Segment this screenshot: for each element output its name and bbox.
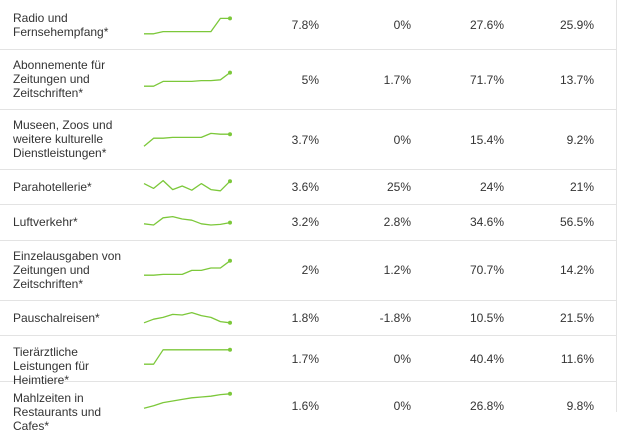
cell-value: 1.8% xyxy=(291,311,319,325)
cell-value: 56.5% xyxy=(559,215,594,229)
sparkline xyxy=(144,258,232,276)
cell-value: 7.8% xyxy=(291,18,319,32)
cell-value: 1.7% xyxy=(291,352,319,366)
table-row: Parahotellerie* 3.6% 25% 24% 21% xyxy=(0,170,616,205)
sparkline-endpoint xyxy=(228,347,232,352)
cell-value: 3.6% xyxy=(291,180,319,194)
sparkline-path xyxy=(144,349,230,365)
sparkline-endpoint xyxy=(228,391,232,396)
cell-value: 9.2% xyxy=(566,133,594,147)
table-row: Pauschalreisen* 1.8% -1.8% 10.5% 21.5% xyxy=(0,301,616,336)
cell-value: -1.8% xyxy=(379,311,411,325)
sparkline-path xyxy=(143,393,231,409)
cell-value: 70.7% xyxy=(469,263,504,277)
sparkline xyxy=(143,132,232,147)
cell-value: 3.7% xyxy=(291,133,319,147)
sparkline-endpoint xyxy=(228,320,232,325)
cell-value: 1.7% xyxy=(383,73,411,87)
cell-value: 9.8% xyxy=(566,399,594,413)
table-row: Luftverkehr* 3.2% 2.8% 34.6% 56.5% xyxy=(0,205,616,241)
cell-value: 3.2% xyxy=(291,215,319,229)
table-row: Tierärztliche Leistungen für Heimtiere* … xyxy=(0,336,616,387)
cell-value: 71.7% xyxy=(469,73,504,87)
sparkline-endpoint xyxy=(228,220,232,225)
cell-value: 40.4% xyxy=(469,352,504,366)
cell-value: 10.5% xyxy=(469,311,504,325)
sparkline xyxy=(144,70,232,87)
cell-value: 24% xyxy=(479,180,504,194)
cell-value: 11.6% xyxy=(560,352,594,366)
sparkline-path xyxy=(143,311,231,324)
cell-value: 34.6% xyxy=(469,215,504,229)
row-label: Abonnemente für Zeitungen und Zeitschrif… xyxy=(13,58,106,100)
cell-value: 13.7% xyxy=(559,73,594,87)
sparkline-path xyxy=(143,132,230,147)
sparkline xyxy=(143,311,232,325)
sparkline-path xyxy=(144,17,230,35)
sparkline-endpoint xyxy=(228,179,232,184)
table-row: Radio und Fernsehempfang* 7.8% 0% 27.6% … xyxy=(0,0,616,50)
row-label: Pauschalreisen* xyxy=(13,311,100,325)
cell-value: 25.9% xyxy=(559,18,594,32)
cell-value: 26.8% xyxy=(469,399,504,413)
sparkline xyxy=(144,16,232,35)
cell-value: 5% xyxy=(301,73,319,87)
row-label: Tierärztliche Leistungen für Heimtiere* xyxy=(13,345,90,387)
row-label: Parahotellerie* xyxy=(13,180,92,194)
sparkline xyxy=(143,215,232,226)
sparkline xyxy=(144,347,232,365)
sparkline xyxy=(143,391,232,409)
cell-value: 2.8% xyxy=(383,215,411,229)
sparkline-endpoint xyxy=(228,258,232,263)
sparkline-path xyxy=(143,215,231,226)
sparkline-endpoint xyxy=(228,16,232,21)
row-label: Einzelausgaben von Zeitungen und Zeitsch… xyxy=(13,249,122,291)
cell-value: 0% xyxy=(393,133,411,147)
cell-value: 21% xyxy=(569,180,594,194)
cell-value: 2% xyxy=(301,263,319,277)
cell-value: 25% xyxy=(386,180,411,194)
row-label: Radio und Fernsehempfang* xyxy=(13,11,109,39)
price-table: Radio und Fernsehempfang* 7.8% 0% 27.6% … xyxy=(0,0,616,433)
cell-value: 0% xyxy=(393,352,411,366)
row-label: Luftverkehr* xyxy=(13,215,78,229)
sparkline-path xyxy=(144,72,231,87)
sparkline-endpoint xyxy=(228,132,232,137)
cell-value: 21.5% xyxy=(559,311,594,325)
cell-value: 1.6% xyxy=(291,399,319,413)
cell-value: 1.2% xyxy=(383,263,411,277)
sparkline-path xyxy=(143,179,231,192)
column-divider xyxy=(616,0,617,412)
table-row: Einzelausgaben von Zeitungen und Zeitsch… xyxy=(0,241,616,301)
row-label: Museen, Zoos und weitere kulturelle Dien… xyxy=(13,118,113,160)
table-row: Museen, Zoos und weitere kulturelle Dien… xyxy=(0,110,616,170)
table-row: Mahlzeiten in Restaurants und Cafes* 1.6… xyxy=(0,382,616,433)
cell-value: 15.4% xyxy=(469,133,504,147)
sparkline-endpoint xyxy=(228,70,232,75)
row-label: Mahlzeiten in Restaurants und Cafes* xyxy=(13,391,102,433)
cell-value: 14.2% xyxy=(559,263,594,277)
cell-value: 27.6% xyxy=(469,18,504,32)
cell-value: 0% xyxy=(393,399,411,413)
cell-value: 0% xyxy=(393,18,411,32)
sparkline xyxy=(143,179,232,192)
table-row: Abonnemente für Zeitungen und Zeitschrif… xyxy=(0,50,616,110)
sparkline-path xyxy=(144,260,231,276)
